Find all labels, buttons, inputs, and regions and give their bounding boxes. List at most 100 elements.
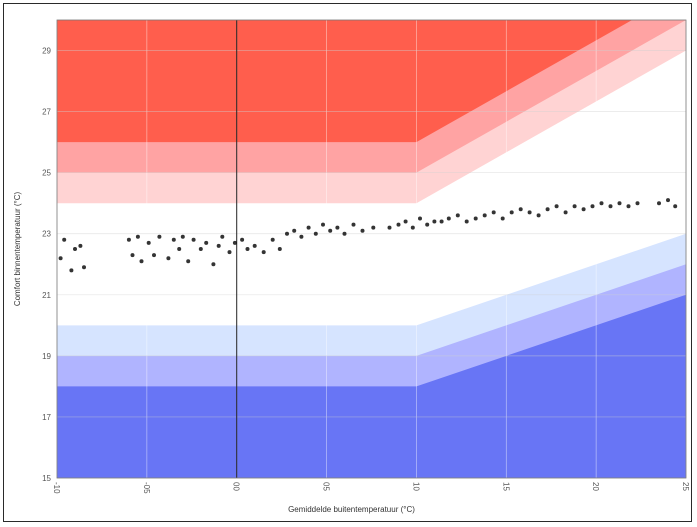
chart-frame: 15 17 19 21 23 25 27 29 -10 -05 00 05 10 15 20 25 Comf… [3, 3, 692, 522]
y-axis-ticks: 15 17 19 21 23 25 27 29 [42, 47, 51, 483]
data-point [590, 204, 595, 209]
x-tick-label: 20 [591, 482, 600, 491]
data-point [292, 228, 297, 233]
data-point [666, 198, 670, 203]
x-tick-label: 25 [681, 482, 690, 491]
data-point [73, 247, 77, 251]
data-point [464, 219, 469, 224]
x-tick-label: 05 [322, 482, 331, 491]
data-point [245, 247, 250, 251]
data-point [410, 225, 415, 230]
data-point [635, 201, 640, 206]
data-point [403, 219, 408, 224]
data-point [617, 201, 622, 206]
x-axis-title: Gemiddelde buitentemperatuur (°C) [288, 505, 415, 514]
comfort-band-lower-3 [57, 294, 686, 478]
data-point [216, 243, 221, 248]
data-point [171, 237, 176, 242]
data-points [58, 198, 678, 273]
data-point [252, 243, 257, 248]
data-point [126, 237, 131, 242]
data-point [396, 222, 401, 227]
y-tick-label: 19 [42, 352, 51, 361]
data-point [157, 234, 162, 239]
data-point [425, 222, 430, 227]
data-point [277, 247, 282, 251]
data-point [58, 256, 63, 261]
data-point [432, 219, 437, 224]
data-point [152, 253, 156, 258]
data-point [191, 237, 196, 242]
data-point [599, 201, 604, 206]
y-tick-label: 21 [42, 291, 51, 300]
data-point [335, 225, 340, 230]
data-point [509, 210, 514, 215]
y-tick-label: 23 [42, 230, 51, 239]
data-point [186, 259, 191, 264]
data-point [581, 207, 586, 212]
data-point [177, 247, 182, 251]
data-point [657, 201, 661, 206]
data-point [270, 237, 275, 242]
data-point [342, 231, 347, 236]
data-point [321, 222, 325, 227]
x-axis-ticks: -10 -05 00 05 10 15 20 25 [52, 482, 690, 494]
y-tick-label: 25 [42, 169, 51, 178]
data-point [69, 268, 74, 273]
x-tick-label: 00 [232, 482, 241, 491]
x-tick-label: 10 [411, 482, 420, 491]
data-point [500, 216, 505, 221]
y-tick-label: 29 [42, 47, 51, 56]
data-point [227, 250, 232, 255]
data-point [130, 253, 135, 258]
x-tick-label: 15 [501, 482, 510, 491]
data-point [563, 210, 568, 215]
data-point [608, 204, 613, 209]
data-point [166, 256, 171, 261]
data-point [554, 204, 559, 209]
data-point [211, 262, 216, 267]
data-point [446, 216, 451, 221]
data-point [285, 231, 289, 236]
data-point [351, 222, 356, 227]
data-point [387, 225, 392, 230]
data-point [62, 237, 67, 242]
data-point [518, 207, 523, 212]
x-tick-label: -05 [142, 482, 151, 494]
data-point [482, 213, 487, 218]
comfort-bands [57, 20, 686, 478]
comfort-chart: 15 17 19 21 23 25 27 29 -10 -05 00 05 10 15 20 25 Comf… [13, 19, 690, 514]
data-point [180, 234, 185, 239]
data-point [82, 265, 86, 270]
data-point [313, 231, 318, 236]
data-point [198, 247, 203, 251]
data-point [220, 234, 225, 239]
data-point [527, 210, 532, 215]
data-point [240, 237, 245, 242]
data-point [455, 213, 460, 218]
data-point [626, 204, 631, 209]
data-point [473, 216, 478, 221]
data-point [371, 225, 376, 230]
data-point [306, 225, 311, 230]
data-point [673, 204, 678, 209]
data-point [360, 228, 365, 233]
data-point [261, 250, 266, 255]
data-point [439, 219, 444, 224]
y-tick-label: 27 [42, 108, 51, 117]
data-point [545, 207, 550, 212]
y-tick-label: 17 [42, 413, 51, 422]
data-point [418, 216, 422, 221]
data-point [146, 240, 151, 245]
x-tick-label: -10 [52, 482, 61, 494]
y-tick-label: 15 [42, 474, 51, 483]
y-axis-title: Comfort binnentemperatuur (°C) [13, 191, 22, 306]
data-point [328, 228, 333, 233]
data-point [139, 259, 144, 264]
data-point [299, 234, 304, 239]
data-point [78, 243, 83, 248]
data-point [536, 213, 541, 218]
data-point [204, 240, 209, 245]
plot-border [56, 19, 687, 479]
data-point [572, 204, 577, 209]
